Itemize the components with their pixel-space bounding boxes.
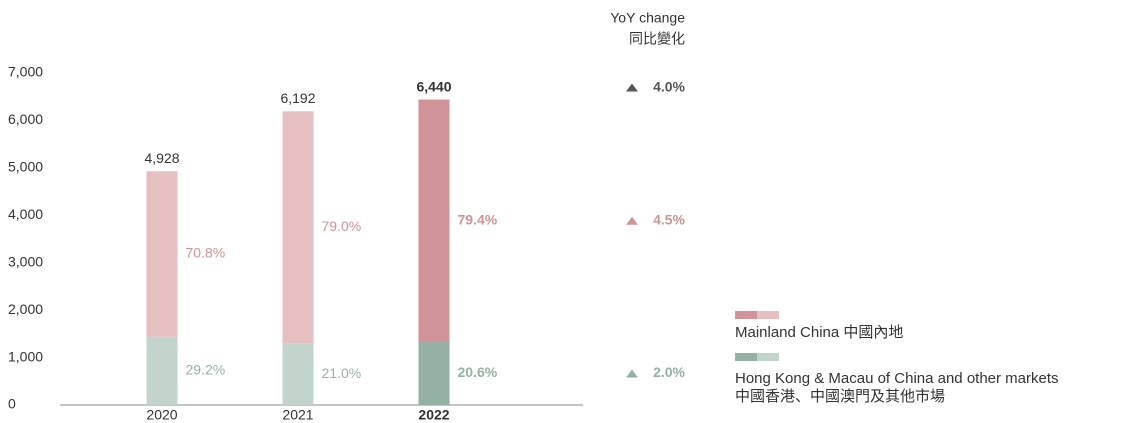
share-label: 79.4% [458, 212, 498, 228]
share-label: 20.6% [458, 364, 498, 380]
total-label: 6,440 [416, 78, 451, 94]
bar-segment [418, 99, 450, 343]
bar-segment [146, 171, 178, 337]
yoy-triangle [626, 216, 638, 225]
share-label: 21.0% [322, 365, 362, 381]
bar-segment [146, 336, 178, 405]
yoy-value: 4.0% [653, 78, 685, 94]
y-tick-label: 1,000 [8, 348, 43, 364]
bar-segment [282, 343, 314, 405]
y-tick-label: 5,000 [8, 159, 43, 175]
share-label: 29.2% [186, 362, 226, 378]
y-tick-label: 6,000 [8, 111, 43, 127]
yoy-triangle [626, 369, 638, 378]
y-tick-label: 4,000 [8, 206, 43, 222]
yoy-value: 4.5% [653, 212, 685, 228]
legend-swatch [757, 311, 779, 319]
x-tick-label: 2020 [146, 407, 177, 423]
yoy-triangle [626, 83, 638, 92]
total-label: 6,192 [280, 90, 315, 106]
share-label: 79.0% [322, 218, 362, 234]
bar-segment [418, 342, 450, 405]
total-label: 4,928 [144, 150, 179, 166]
x-tick-label: 2021 [282, 407, 313, 423]
y-tick-label: 0 [8, 396, 16, 412]
legend-swatch [735, 353, 757, 361]
y-tick-label: 2,000 [8, 301, 43, 317]
yoy-value: 2.0% [653, 364, 685, 380]
share-label: 70.8% [186, 245, 226, 261]
legend-swatch [757, 353, 779, 361]
y-tick-label: 7,000 [8, 64, 43, 80]
legend-swatch [735, 311, 757, 319]
legend-label-zh: 中國香港、中國澳門及其他市場 [735, 388, 945, 405]
yoy-title-zh: 同比變化 [629, 31, 685, 47]
bar-segment [282, 111, 314, 344]
x-tick-label: 2022 [418, 407, 449, 423]
legend-label: Mainland China 中國內地 [735, 324, 903, 341]
y-tick-label: 3,000 [8, 253, 43, 269]
yoy-title: YoY change [610, 10, 685, 26]
legend-label: Hong Kong & Macau of China and other mar… [735, 370, 1059, 387]
